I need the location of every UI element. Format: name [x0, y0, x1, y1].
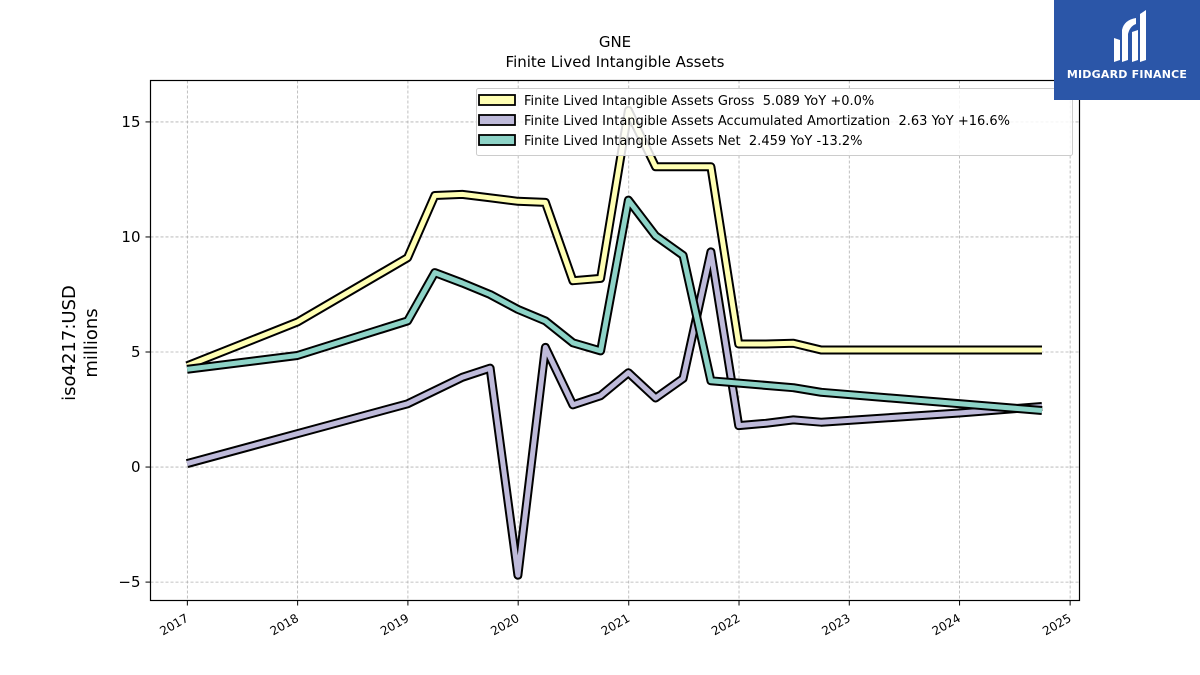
series-line-2: [186, 197, 1043, 413]
y-tick-label: 10: [121, 228, 140, 246]
grid: [150, 80, 1080, 601]
legend-label-1: Finite Lived Intangible Assets Accumulat…: [524, 114, 1010, 129]
legend-box: [476, 88, 1073, 156]
x-tick-label: 2025: [1040, 611, 1073, 638]
logo-mark-icon: [1114, 10, 1146, 62]
x-tick-label: 2022: [709, 611, 742, 638]
x-tick-label: 2024: [930, 611, 963, 638]
x-axis: 2017 2018 2019 2020 2021 2022 2023 2024 2025: [157, 600, 1074, 638]
x-tick-label: 2023: [819, 611, 852, 638]
x-tick-label: 2020: [488, 611, 521, 638]
midgard-finance-logo: MIDGARD FINANCE: [1054, 0, 1200, 100]
x-tick-label: 2021: [599, 611, 632, 638]
series-layer: [185, 105, 1043, 580]
y-tick-label: 0: [131, 458, 141, 476]
legend: Finite Lived Intangible Assets Gross 5.0…: [476, 88, 1073, 156]
y-tick-label: 15: [121, 113, 140, 131]
legend-label-2: Finite Lived Intangible Assets Net 2.459…: [524, 134, 863, 149]
x-tick-label: 2019: [378, 611, 411, 638]
y-tick-label: −5: [118, 573, 140, 591]
x-tick-label: 2017: [157, 611, 190, 638]
chart-subtitle: Finite Lived Intangible Assets: [506, 53, 725, 71]
series-line-1: [186, 249, 1043, 578]
y-axis-label: iso4217:USD: [59, 285, 80, 401]
legend-swatch-1: [478, 114, 516, 126]
logo-text: MIDGARD FINANCE: [1066, 68, 1188, 81]
series-line-0: [186, 107, 1042, 369]
chart-title: GNE: [599, 33, 631, 51]
y-axis-unit: millions: [81, 308, 102, 377]
y-tick-label: 5: [131, 343, 141, 361]
legend-swatch-0: [478, 94, 516, 106]
plot-frame: [149, 79, 1081, 602]
y-axis: −5 0 5 10 15: [118, 113, 151, 591]
x-tick-label: 2018: [268, 611, 301, 638]
legend-swatch-2: [478, 134, 516, 146]
legend-label-0: Finite Lived Intangible Assets Gross 5.0…: [524, 94, 874, 109]
